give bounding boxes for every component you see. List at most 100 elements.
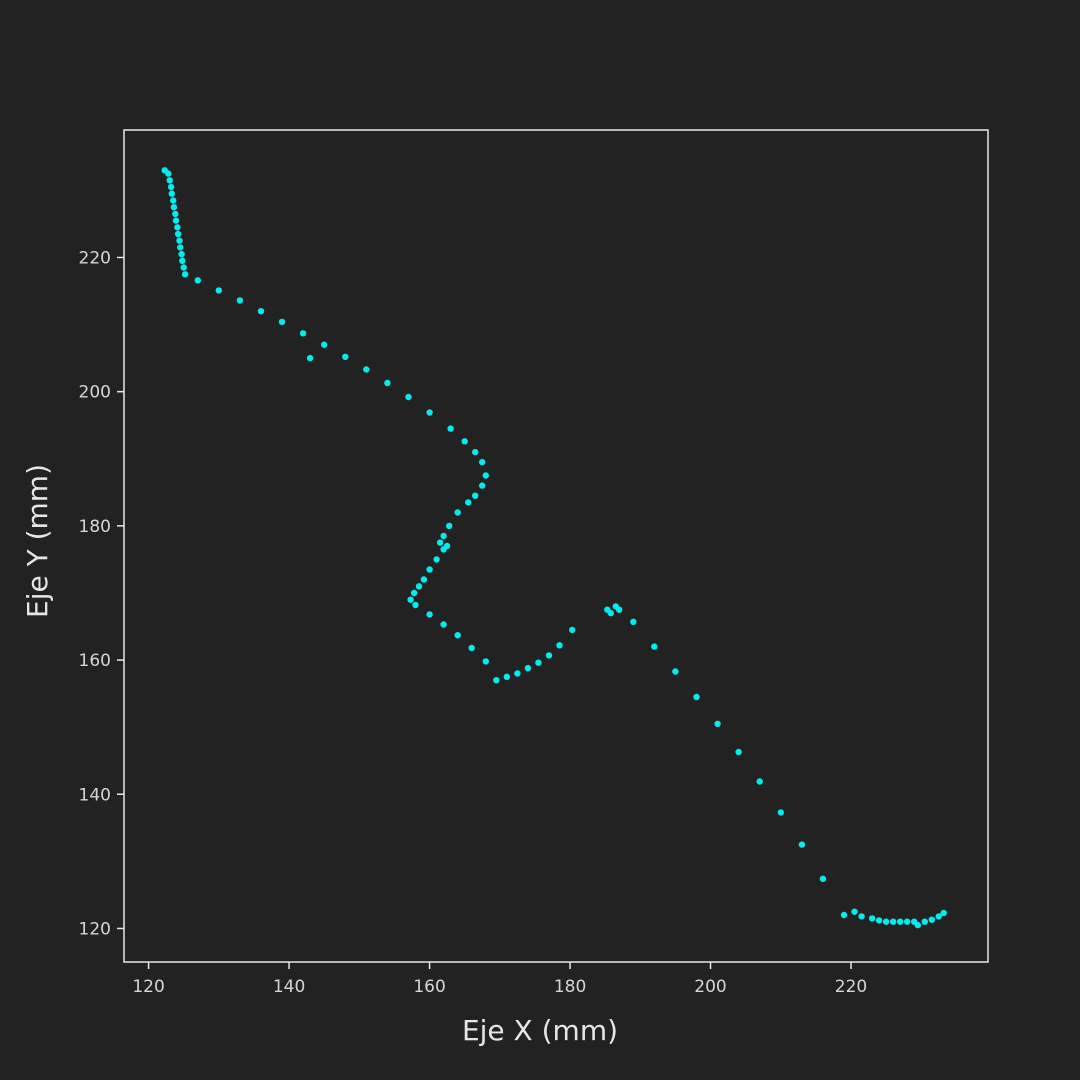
data-point <box>168 190 175 197</box>
data-point <box>472 448 479 456</box>
data-point <box>306 354 314 362</box>
data-point <box>415 583 423 590</box>
data-point <box>179 257 186 264</box>
plot-frame <box>123 129 989 963</box>
data-point <box>426 409 433 416</box>
data-point <box>472 492 479 499</box>
data-point <box>482 472 489 479</box>
data-point <box>535 659 542 666</box>
data-point <box>569 626 576 634</box>
x-tick-label: 140 <box>273 977 305 997</box>
x-tick-label: 180 <box>554 977 586 997</box>
data-point <box>777 809 784 816</box>
data-point <box>170 204 178 211</box>
data-point <box>756 778 763 785</box>
data-point <box>426 611 433 618</box>
y-axis-label: Eje Y (mm) <box>21 464 54 618</box>
data-point <box>180 264 187 271</box>
data-point <box>651 643 658 650</box>
data-point <box>545 652 553 659</box>
data-point <box>299 330 307 337</box>
data-point <box>914 921 921 929</box>
data-point <box>875 917 883 924</box>
data-point <box>177 244 184 251</box>
data-point <box>461 438 468 445</box>
data-point <box>897 918 904 925</box>
data-point <box>236 297 244 304</box>
y-tick-label: 160 <box>79 651 111 671</box>
data-point <box>194 277 201 284</box>
data-point <box>819 875 827 882</box>
x-tick-label: 160 <box>413 977 445 997</box>
data-point <box>181 271 189 278</box>
data-point <box>412 601 419 609</box>
data-point <box>465 499 472 506</box>
y-tick-label: 200 <box>79 383 111 403</box>
ticks-layer: 120 140 160 180 200 220 120 140 160 180 200 220 <box>79 248 868 997</box>
y-tick-label: 140 <box>79 785 111 805</box>
data-point <box>556 642 563 649</box>
data-point <box>178 250 185 258</box>
data-point <box>479 458 486 466</box>
data-point <box>714 720 721 727</box>
data-point <box>436 539 444 546</box>
data-point <box>405 393 412 401</box>
data-point <box>440 532 447 540</box>
x-tick-label: 120 <box>132 977 164 997</box>
x-tick-label: 200 <box>694 977 726 997</box>
data-point <box>616 606 623 613</box>
data-point <box>479 482 486 489</box>
data-point <box>921 918 928 925</box>
data-point <box>384 379 391 387</box>
data-point <box>735 748 742 756</box>
data-point <box>257 308 265 315</box>
data-point <box>935 913 942 920</box>
data-point <box>440 621 447 628</box>
data-point <box>321 341 328 348</box>
data-point <box>693 693 700 701</box>
data-point <box>172 210 179 218</box>
data-point <box>410 589 418 597</box>
data-point <box>928 916 935 923</box>
data-point <box>940 909 947 917</box>
y-tick-label: 120 <box>79 919 111 939</box>
data-point <box>524 664 532 672</box>
data-point <box>426 566 433 573</box>
data-point <box>443 542 451 550</box>
data-point <box>342 353 349 360</box>
points-layer <box>161 167 947 929</box>
data-point <box>446 522 453 530</box>
data-point <box>174 224 181 231</box>
data-point <box>407 596 414 603</box>
data-point <box>454 632 461 639</box>
data-point <box>167 183 175 191</box>
data-point <box>170 197 177 204</box>
data-point <box>482 658 489 665</box>
data-point <box>858 913 865 920</box>
data-point <box>851 908 858 915</box>
data-point <box>890 918 897 925</box>
data-point <box>176 237 183 244</box>
data-point <box>215 287 222 294</box>
data-point <box>172 217 180 224</box>
data-point <box>503 673 510 680</box>
y-tick-label: 220 <box>79 248 111 268</box>
data-point <box>165 170 172 177</box>
data-point <box>493 677 500 684</box>
data-point <box>447 425 454 432</box>
data-point <box>166 177 173 184</box>
data-point <box>454 509 461 516</box>
data-point <box>840 911 848 919</box>
data-point <box>363 366 370 373</box>
data-point <box>420 576 428 583</box>
data-point <box>514 670 521 677</box>
x-axis-label: Eje X (mm) <box>462 1014 618 1047</box>
data-point <box>672 668 679 675</box>
data-point <box>868 915 876 922</box>
data-point <box>468 644 475 652</box>
data-point <box>882 918 890 925</box>
x-tick-label: 220 <box>835 977 867 997</box>
data-point <box>607 609 614 617</box>
data-point <box>174 230 182 238</box>
